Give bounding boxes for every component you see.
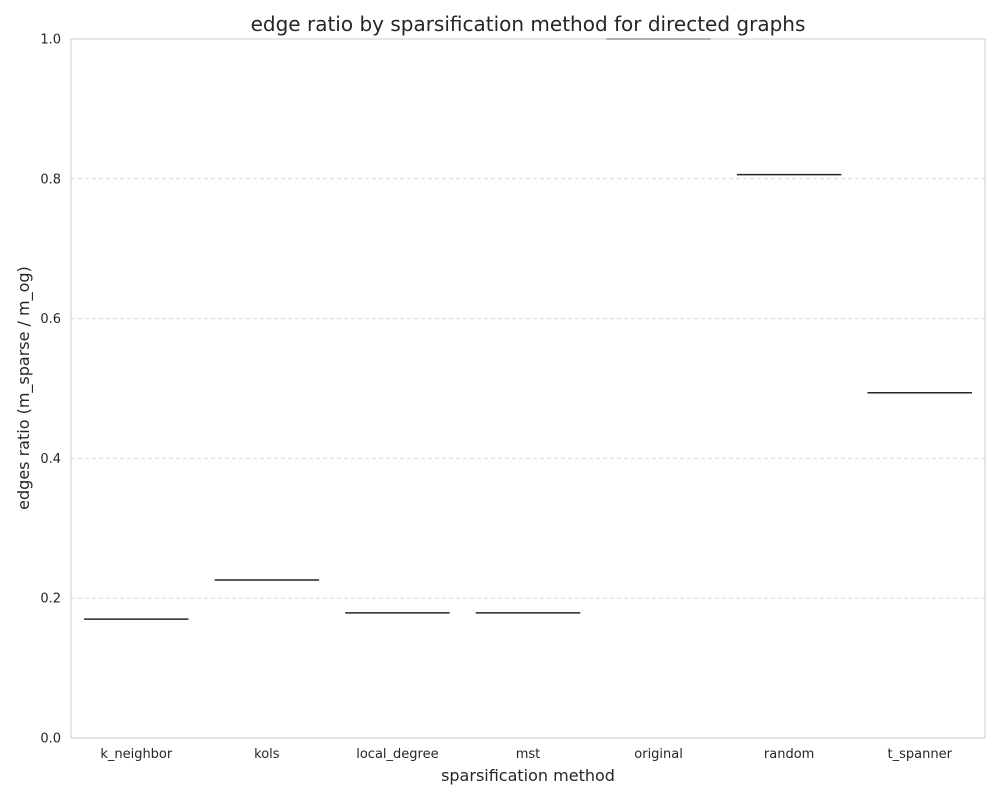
- y-tick-label: 1.0: [40, 33, 61, 48]
- x-tick-label: local_degree: [356, 747, 438, 762]
- y-tick-label: 0.0: [40, 732, 61, 747]
- grid-lines: [71, 178, 985, 599]
- x-tick-label: k_neighbor: [100, 747, 173, 762]
- x-tick-label: mst: [516, 747, 541, 762]
- y-axis-label: edges ratio (m_sparse / m_og): [14, 266, 34, 510]
- x-axis-label: sparsification method: [441, 766, 615, 785]
- x-tick-label: random: [764, 747, 814, 762]
- y-tick-label: 0.6: [40, 312, 61, 327]
- x-tick-label: kols: [254, 747, 280, 762]
- y-tick-label: 0.2: [40, 592, 61, 607]
- chart-title: edge ratio by sparsification method for …: [251, 12, 806, 36]
- x-tick-label: t_spanner: [888, 747, 953, 762]
- y-tick-label: 0.4: [40, 452, 61, 467]
- x-axis-ticks: k_neighbor kols local_degree mst original ran…: [100, 747, 952, 762]
- box-series: [84, 38, 972, 620]
- x-tick-label: original: [634, 747, 683, 762]
- plot-frame: [70, 38, 986, 739]
- y-tick-label: 0.8: [40, 172, 61, 187]
- y-axis-ticks: 0.0 0.2 0.4 0.6 0.8 1.0: [40, 33, 61, 747]
